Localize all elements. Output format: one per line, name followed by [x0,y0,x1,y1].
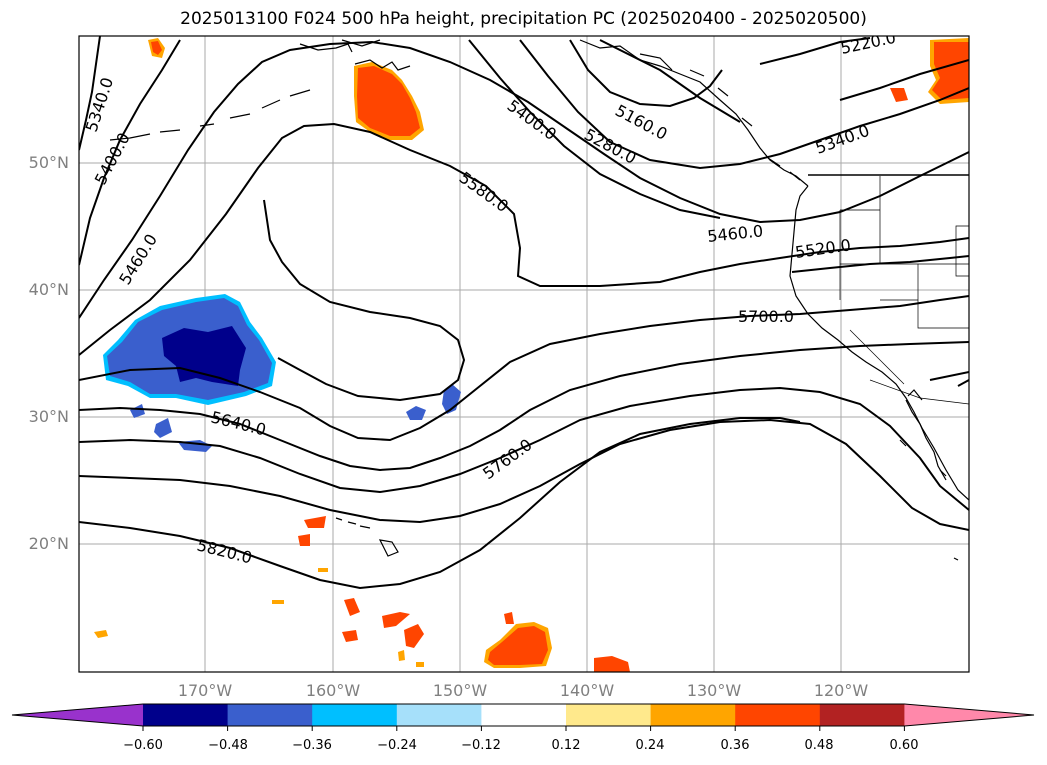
height-contours [79,36,969,590]
contour-label: 5400.0 [91,130,134,188]
coastlines [109,39,969,561]
contour-label: 5640.0 [209,407,268,439]
colorbar-segment [819,704,905,726]
colorbar-tick: 0.24 [635,738,665,753]
map-title: 2025013100 F024 500 hPa height, precipit… [180,9,867,29]
contour-label: 5160.0 [612,101,670,144]
graticule [79,36,969,672]
positive-precip-areas [94,38,969,672]
lon-label: 150°W [432,681,488,700]
contour-label: 5460.0 [706,221,764,246]
colorbar-segment [227,704,313,726]
contour-label: 5340.0 [813,121,872,158]
contour-label: 5520.0 [794,235,852,262]
colorbar-tick: 0.48 [804,738,834,753]
colorbar-segment [396,704,482,726]
colorbar-tick: −0.36 [292,738,332,753]
contour-label: 5460.0 [115,231,161,289]
lat-label: 40°N [28,280,69,299]
lat-label: 50°N [28,153,69,172]
contour-label: 5340.0 [82,75,117,134]
colorbar-segment [481,704,567,726]
colorbar-extend-low [12,704,143,726]
lat-label: 20°N [28,534,69,553]
contour-label: 5220.0 [839,28,898,58]
lon-label: 140°W [559,681,615,700]
lat-label: 30°N [28,407,69,426]
colorbar-segment [566,704,652,726]
colorbar-segment [312,704,398,726]
colorbar [11,703,1035,731]
contour-label: 5580.0 [456,168,512,216]
colorbar-tick: −0.24 [377,738,417,753]
contour-label: 5400.0 [504,96,560,144]
colorbar-tick: −0.12 [461,738,501,753]
lon-label: 120°W [813,681,869,700]
colorbar-tick: −0.48 [208,738,248,753]
lon-label: 160°W [305,681,361,700]
contour-label: 5280.0 [581,125,639,168]
colorbar-tick: 0.12 [551,738,581,753]
contour-label: 5820.0 [195,535,254,567]
negative-precip-areas [103,294,461,452]
map-frame [78,35,970,673]
colorbar-extend-high [904,704,1034,726]
colorbar-tick: −0.60 [123,738,163,753]
lon-label: 170°W [177,681,233,700]
contour-label: 5700.0 [738,307,794,326]
colorbar-tick: 0.36 [720,738,750,753]
colorbar-segment [143,704,229,726]
colorbar-tick: 0.60 [889,738,919,753]
colorbar-segment [735,704,821,726]
colorbar-segment [650,704,736,726]
contour-label: 5760.0 [479,435,535,483]
lon-label: 130°W [686,681,742,700]
